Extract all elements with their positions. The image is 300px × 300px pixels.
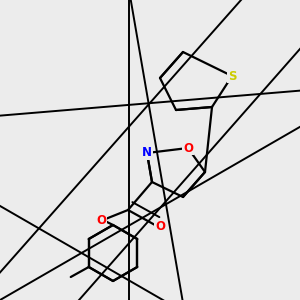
Text: O: O xyxy=(155,220,165,233)
Text: O: O xyxy=(183,142,193,154)
Text: O: O xyxy=(96,214,106,226)
Text: N: N xyxy=(142,146,152,160)
Text: S: S xyxy=(228,70,236,83)
